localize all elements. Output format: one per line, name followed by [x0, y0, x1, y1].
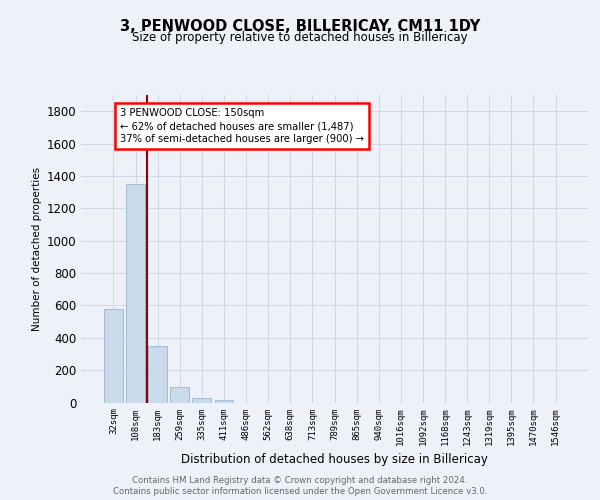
Text: 3, PENWOOD CLOSE, BILLERICAY, CM11 1DY: 3, PENWOOD CLOSE, BILLERICAY, CM11 1DY — [120, 19, 480, 34]
X-axis label: Distribution of detached houses by size in Billericay: Distribution of detached houses by size … — [181, 454, 488, 466]
Bar — [193, 398, 211, 402]
Bar — [170, 387, 189, 402]
Text: Contains HM Land Registry data © Crown copyright and database right 2024.: Contains HM Land Registry data © Crown c… — [132, 476, 468, 485]
Bar — [148, 346, 167, 403]
Bar — [215, 400, 233, 402]
Bar — [126, 184, 145, 402]
Y-axis label: Number of detached properties: Number of detached properties — [32, 166, 42, 331]
Text: Size of property relative to detached houses in Billericay: Size of property relative to detached ho… — [132, 31, 468, 44]
Text: Contains public sector information licensed under the Open Government Licence v3: Contains public sector information licen… — [113, 487, 487, 496]
Text: 3 PENWOOD CLOSE: 150sqm
← 62% of detached houses are smaller (1,487)
37% of semi: 3 PENWOOD CLOSE: 150sqm ← 62% of detache… — [120, 108, 364, 144]
Bar — [104, 308, 123, 402]
